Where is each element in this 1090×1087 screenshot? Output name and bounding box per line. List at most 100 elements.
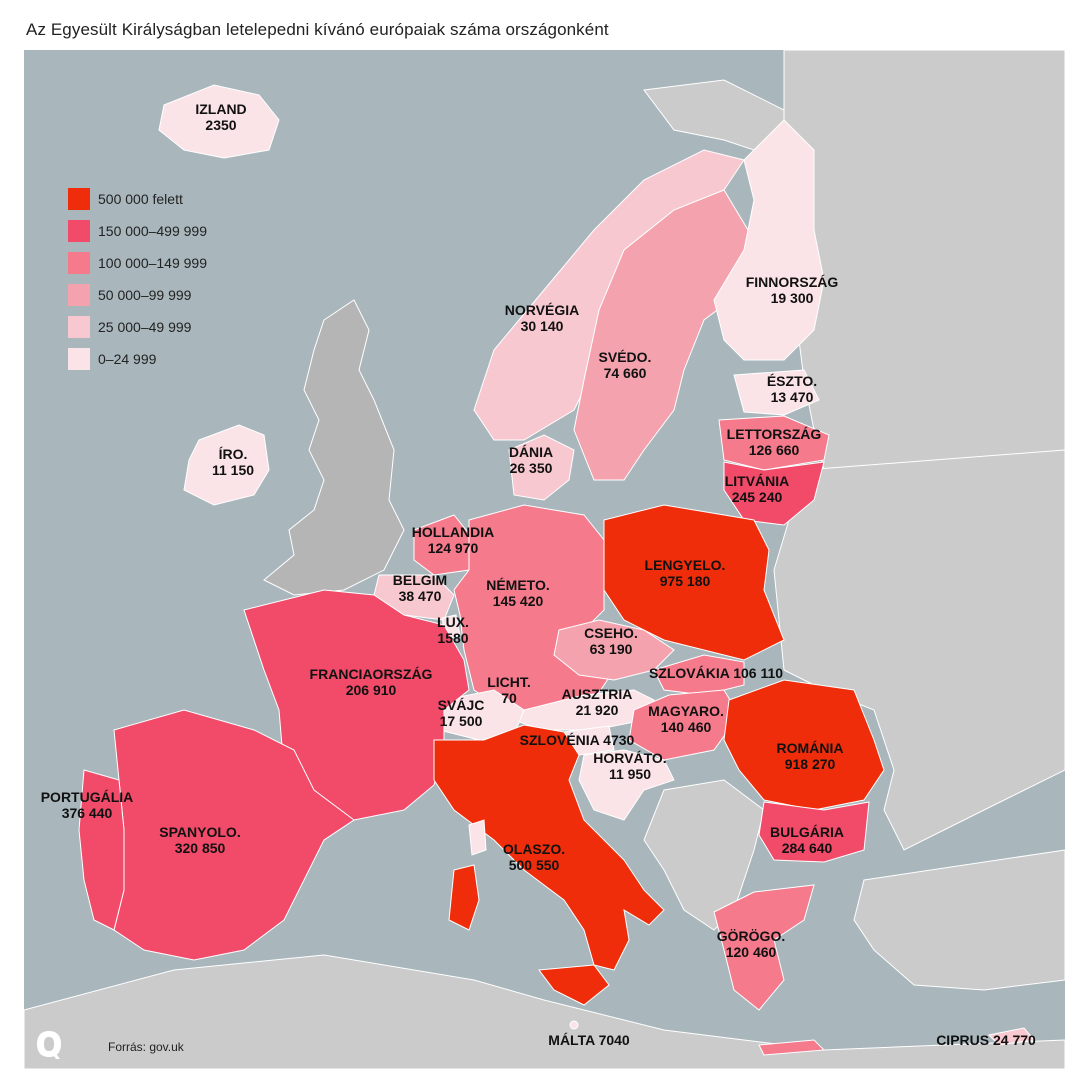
country-value: 11 150: [211, 462, 255, 478]
legend-label: 150 000–499 999: [98, 223, 207, 239]
romania-shape: [723, 679, 885, 811]
crete-shape: [758, 1039, 826, 1056]
label-belgium: BELGIM 38 470: [393, 572, 447, 604]
label-austria: AUSZTRIA 21 920: [562, 686, 633, 718]
country-name: SVÁJC: [437, 697, 485, 713]
label-iceland: IZLAND 2350: [195, 101, 246, 133]
turkey-land: [853, 849, 1065, 991]
country-name: OLASZO.: [502, 841, 566, 857]
country-value: 38 470: [398, 588, 442, 604]
country-value: 975 180: [659, 573, 711, 589]
ireland-shape: [183, 424, 270, 506]
label-italy: OLASZO. 500 550: [503, 841, 565, 873]
country-name: MAGYARO.: [648, 703, 724, 719]
legend-swatch: [68, 252, 90, 274]
greece-shape: [713, 884, 815, 1011]
legend-label: 100 000–149 999: [98, 255, 207, 271]
country-value: 376 440: [61, 805, 113, 821]
country-value: 26 350: [509, 460, 553, 476]
croatia-shape: [578, 749, 675, 821]
legend-label: 25 000–49 999: [98, 319, 192, 335]
country-name: DÁNIA: [508, 444, 554, 460]
country-value: 4730: [603, 732, 635, 748]
country-name: LUX.: [437, 614, 469, 630]
label-estonia: ÉSZTO. 13 470: [767, 373, 817, 405]
label-spain: SPANYOLO. 320 850: [159, 824, 240, 856]
legend: 500 000 felett 150 000–499 999 100 000–1…: [68, 183, 207, 375]
country-value: 30 140: [520, 318, 564, 334]
label-liechtenstein: LICHT. 70: [487, 674, 531, 706]
label-denmark: DÁNIA 26 350: [509, 444, 553, 476]
country-value: 13 470: [770, 389, 814, 405]
label-france: FRANCIAORSZÁG 206 910: [310, 666, 433, 698]
corsica-shape: [468, 819, 487, 856]
country-value: 11 950: [608, 766, 652, 782]
label-greece: GÖRÖGO. 120 460: [717, 928, 785, 960]
country-value: 63 190: [589, 641, 633, 657]
country-value: 70: [501, 690, 517, 706]
legend-label: 50 000–99 999: [98, 287, 192, 303]
label-latvia: LETTORSZÁG 126 660: [727, 426, 822, 458]
country-name: CSEHO.: [584, 625, 638, 641]
label-luxembourg: LUX. 1580: [437, 614, 469, 646]
sardinia-shape: [448, 864, 480, 931]
country-name: HOLLANDIA: [411, 524, 495, 540]
label-ireland: ÍRO. 11 150: [212, 446, 254, 478]
country-name: FRANCIAORSZÁG: [309, 666, 433, 682]
latvia-shape: [718, 415, 830, 471]
country-name: SPANYOLO.: [159, 824, 241, 840]
source-note: Forrás: gov.uk: [108, 1040, 184, 1054]
legend-item: 0–24 999: [68, 343, 207, 375]
uk-land: [263, 299, 405, 596]
country-name: GÖRÖGO.: [716, 928, 786, 944]
country-value: 74 660: [603, 365, 647, 381]
map-title: Az Egyesült Királyságban letelepedni kív…: [26, 20, 609, 39]
country-value: 206 910: [345, 682, 397, 698]
label-norway: NORVÉGIA 30 140: [505, 302, 579, 334]
label-cyprus: CIPRUS 24 770: [936, 1032, 1036, 1048]
legend-label: 500 000 felett: [98, 191, 183, 207]
country-name: LITVÁNIA: [724, 473, 790, 489]
country-name: ÉSZTO.: [766, 373, 818, 389]
label-bulgaria: BULGÁRIA 284 640: [770, 824, 844, 856]
country-name: LETTORSZÁG: [726, 426, 822, 442]
country-value: 120 460: [725, 944, 777, 960]
country-value: 21 920: [575, 702, 619, 718]
legend-swatch: [68, 220, 90, 242]
country-name: NORVÉGIA: [504, 302, 580, 318]
country-value: 245 240: [731, 489, 783, 505]
country-value: 19 300: [770, 290, 814, 306]
malta-shape: [569, 1020, 579, 1030]
country-name: SZLOVÁKIA: [648, 665, 730, 681]
eastern-land: [773, 449, 1065, 851]
country-name: PORTUGÁLIA: [40, 789, 134, 805]
legend-label: 0–24 999: [98, 351, 157, 367]
sicily-shape: [538, 964, 610, 1006]
label-romania: ROMÁNIA 918 270: [777, 740, 844, 772]
country-value: 1580: [437, 630, 469, 646]
label-germany: NÉMETO. 145 420: [486, 577, 550, 609]
country-name: CIPRUS: [936, 1032, 990, 1048]
lithuania-shape: [723, 461, 825, 526]
finland-shape: [713, 119, 825, 361]
country-value: 918 270: [784, 756, 836, 772]
label-hungary: MAGYARO. 140 460: [648, 703, 724, 735]
country-name: IZLAND: [195, 101, 247, 117]
europe-map: [24, 50, 1065, 1069]
italy-shape: [433, 724, 665, 971]
estonia-shape: [733, 369, 820, 416]
africa-land: [24, 954, 1065, 1069]
label-netherlands: HOLLANDIA 124 970: [412, 524, 494, 556]
poland-shape: [603, 504, 785, 661]
legend-swatch: [68, 348, 90, 370]
country-name: NÉMETO.: [486, 577, 550, 593]
cyprus-shape: [987, 1027, 1035, 1046]
country-value: 106 110: [733, 665, 784, 681]
country-name: BELGIM: [392, 572, 448, 588]
country-name: HORVÁTO.: [593, 750, 667, 766]
legend-item: 500 000 felett: [68, 183, 207, 215]
country-name: ROMÁNIA: [776, 740, 844, 756]
country-value: 284 640: [781, 840, 833, 856]
label-portugal: PORTUGÁLIA 376 440: [41, 789, 134, 821]
country-value: 7040: [598, 1032, 630, 1048]
